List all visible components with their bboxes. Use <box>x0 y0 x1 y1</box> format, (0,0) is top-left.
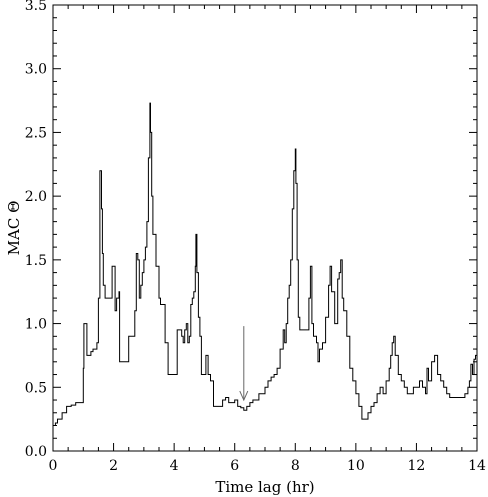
x-tick-label: 6 <box>230 458 239 474</box>
y-tick-label: 1.0 <box>25 317 47 333</box>
arrow-head <box>239 390 249 402</box>
y-tick-label: 0.5 <box>25 380 47 396</box>
x-tick-label: 8 <box>291 458 300 474</box>
tick-labels: 0 2 4 6 8 10 12 14 0.0 0.5 1.0 1.5 2.0 2.5 3.0 3.5 <box>25 0 486 474</box>
y-tick-label: 2.5 <box>25 125 47 141</box>
x-tick-label: 4 <box>170 458 179 474</box>
x-tick-label: 12 <box>408 458 426 474</box>
x-tick-label: 0 <box>49 458 58 474</box>
y-tick-label: 2.0 <box>25 189 47 205</box>
y-axis-title: MAC Θ <box>5 201 23 256</box>
x-tick-label: 10 <box>347 458 365 474</box>
x-tick-label: 2 <box>109 458 118 474</box>
ticks <box>52 4 478 452</box>
x-axis-title: Time lag (hr) <box>215 478 314 496</box>
y-tick-label: 3.5 <box>25 0 47 14</box>
annotation <box>239 326 249 402</box>
plot-frame <box>52 4 478 452</box>
y-tick-label: 0.0 <box>25 444 47 460</box>
y-tick-label: 1.5 <box>25 253 47 269</box>
series-line <box>53 102 478 426</box>
y-tick-label: 3.0 <box>25 62 47 78</box>
x-tick-label: 14 <box>468 458 486 474</box>
